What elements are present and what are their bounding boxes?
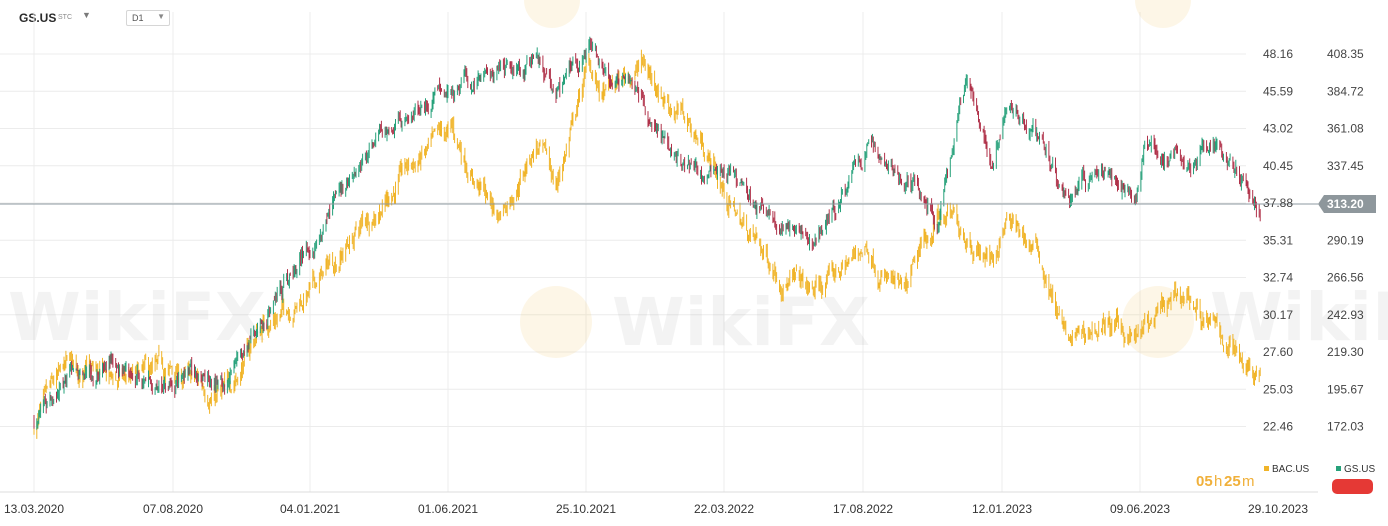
y-tick-label-left: 22.46 <box>1263 420 1293 434</box>
legend-label-bac[interactable]: BAC.US <box>1272 464 1310 475</box>
symbol-dropdown-icon[interactable]: ▼ <box>82 10 91 20</box>
x-tick-label: 13.03.2020 <box>4 502 64 516</box>
timer-hours-unit: h <box>1214 473 1222 490</box>
chart-grid <box>0 12 1318 493</box>
y-tick-label-left: 37.88 <box>1263 196 1293 210</box>
y-tick-label-right: 219.30 <box>1327 345 1364 359</box>
alert-button[interactable] <box>1332 479 1373 494</box>
symbol-name[interactable]: GS.US <box>19 11 57 25</box>
wikifx-logo-icon <box>1135 0 1191 28</box>
x-tick-label: 01.06.2021 <box>418 502 478 516</box>
legend-swatch-gs <box>1336 466 1341 471</box>
watermark: WikiFX WikiFX WikiFX <box>8 0 1388 361</box>
x-tick-label: 07.08.2020 <box>143 502 203 516</box>
y-tick-label-left: 32.74 <box>1263 271 1293 285</box>
symbol-type: STC <box>58 14 72 21</box>
timer-minutes-unit: m <box>1242 473 1255 490</box>
y-tick-label-left: 35.31 <box>1263 233 1293 247</box>
timeframe-select[interactable]: D1 ▼ <box>126 10 170 26</box>
x-tick-label: 25.10.2021 <box>556 502 616 516</box>
x-tick-label: 04.01.2021 <box>280 502 340 516</box>
bac-series <box>33 49 1261 439</box>
y-tick-label-left: 25.03 <box>1263 382 1293 396</box>
y-tick-label-left: 30.17 <box>1263 308 1293 322</box>
wikifx-logo-icon <box>1122 286 1194 358</box>
chevron-down-icon: ▼ <box>157 12 165 21</box>
gs-series <box>33 36 1261 430</box>
y-tick-label-right: 242.93 <box>1327 308 1364 322</box>
x-tick-label: 09.06.2023 <box>1110 502 1170 516</box>
price-tag-label: 313.20 <box>1327 197 1364 211</box>
y-tick-label-left: 48.16 <box>1263 47 1293 61</box>
timeframe-value: D1 <box>132 13 144 23</box>
y-tick-label-left: 45.59 <box>1263 84 1293 98</box>
timer-hours: 05 <box>1196 473 1213 490</box>
x-tick-label: 17.08.2022 <box>833 502 893 516</box>
chart-toolbar: GS.US STC ▼ D1 ▼ <box>0 0 1388 34</box>
timer-minutes: 25 <box>1224 473 1241 490</box>
y-tick-label-right: 384.72 <box>1327 84 1364 98</box>
watermark-text: WikiFX <box>612 284 870 361</box>
x-tick-label: 29.10.2023 <box>1248 502 1308 516</box>
wikifx-logo-icon <box>520 286 592 358</box>
y-tick-label-right: 172.03 <box>1327 420 1364 434</box>
y-tick-label-right: 361.08 <box>1327 122 1364 136</box>
wikifx-logo-icon <box>524 0 580 28</box>
y-tick-label-left: 27.60 <box>1263 345 1293 359</box>
right-price-axis: 408.35384.72361.08337.45313.82290.19266.… <box>1327 47 1364 434</box>
y-tick-label-left: 43.02 <box>1263 122 1293 136</box>
y-tick-label-right: 290.19 <box>1327 233 1364 247</box>
y-tick-label-right: 266.56 <box>1327 271 1364 285</box>
legend-label-gs[interactable]: GS.US <box>1344 464 1375 475</box>
timer: 05 h 25 m <box>1196 473 1255 490</box>
watermark-text: WikiFX <box>8 279 266 356</box>
chart-legend: BAC.US GS.US <box>1264 464 1375 494</box>
left-price-axis: 48.16 45.59 43.02 40.45 37.88 35.31 32.74 30.17… <box>1263 47 1293 434</box>
y-tick-label-right: 337.45 <box>1327 159 1364 173</box>
x-tick-label: 22.03.2022 <box>694 502 754 516</box>
watermark-text: WikiFX <box>1210 279 1388 356</box>
x-tick-label: 12.01.2023 <box>972 502 1032 516</box>
y-tick-label-right: 195.67 <box>1327 382 1364 396</box>
price-tag-shape <box>1318 194 1376 213</box>
time-axis: 13.03.2020 07.08.2020 04.01.2021 01.06.2021… <box>4 502 1308 516</box>
current-price-tag: 313.20 <box>1318 194 1376 213</box>
legend-swatch-bac <box>1264 466 1269 471</box>
y-tick-label-right: 408.35 <box>1327 47 1364 61</box>
y-tick-label-left: 40.45 <box>1263 159 1293 173</box>
